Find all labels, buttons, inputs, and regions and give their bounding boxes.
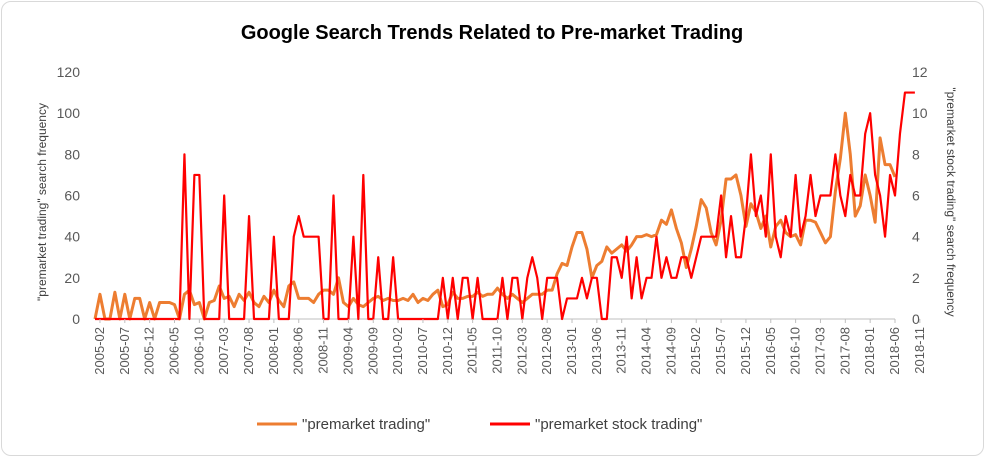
legend-label-premarket-stock-trading: "premarket stock trading" [535, 416, 702, 433]
x-tick-label: 2005-07 [117, 327, 132, 375]
x-tick-label: 2017-08 [837, 327, 852, 375]
x-tick-label: 2008-11 [316, 327, 331, 374]
x-tick-label: 2015-02 [688, 327, 703, 375]
x-tick-label: 2010-07 [415, 327, 430, 375]
chart-title: Google Search Trends Related to Pre-mark… [241, 22, 743, 44]
x-tick-label: 2016-05 [763, 327, 778, 375]
x-tick-label: 2013-06 [589, 327, 604, 375]
y-left-axis-title: "premarket trading" search frequency [35, 103, 49, 301]
x-tick-label: 2017-03 [812, 327, 827, 375]
y-right-tick-label: 10 [912, 105, 928, 121]
y-left-tick-label: 20 [64, 270, 80, 286]
x-tick-label: 2006-05 [167, 327, 182, 375]
x-tick-label: 2005-02 [92, 327, 107, 375]
x-tick-label: 2008-06 [291, 327, 306, 375]
x-tick-label: 2015-07 [713, 327, 728, 375]
x-tick-label: 2009-09 [365, 327, 380, 375]
x-tick-label: 2013-01 [564, 327, 579, 375]
x-tick-label: 2018-06 [887, 327, 902, 375]
legend: "premarket trading" "premarket stock tra… [257, 416, 702, 433]
x-tick-label: 2012-03 [514, 327, 529, 375]
y-right-tick-labels: 0 2 4 6 8 10 12 [912, 64, 928, 327]
x-tick-label: 2010-02 [390, 327, 405, 375]
y-left-tick-label: 100 [57, 105, 81, 121]
x-tick-label: 2015-12 [738, 327, 753, 375]
y-right-tick-label: 8 [912, 146, 920, 162]
x-tick-label: 2016-10 [788, 327, 803, 375]
x-tick-label: 2014-04 [639, 327, 654, 375]
y-right-tick-label: 6 [912, 188, 920, 204]
y-right-tick-label: 12 [912, 64, 928, 80]
x-tick-label: 2011-10 [489, 327, 504, 374]
legend-label-premarket-trading: "premarket trading" [302, 416, 430, 433]
x-tick-label: 2011-05 [465, 327, 480, 374]
y-left-tick-label: 120 [57, 64, 81, 80]
y-left-tick-label: 60 [64, 188, 80, 204]
x-tick-label: 2007-08 [241, 327, 256, 375]
x-tick-label: 2007-03 [216, 327, 231, 375]
y-left-tick-label: 40 [64, 229, 80, 245]
x-tick-label: 2006-10 [191, 327, 206, 375]
x-tick-label: 2018-01 [862, 327, 877, 375]
plot-area [93, 91, 915, 321]
y-right-axis-title: "premarket stock trading" search frequen… [944, 87, 958, 316]
y-right-tick-label: 4 [912, 229, 920, 245]
x-tick-label: 2008-01 [266, 327, 281, 375]
x-tick-label: 2012-08 [539, 327, 554, 375]
x-tick-label: 2013-11 [614, 327, 629, 374]
x-tick-label: 2014-09 [663, 327, 678, 375]
x-tick-label: 2010-12 [440, 327, 455, 375]
x-tick-labels: 2005-02 2005-07 2005-12 2006-05 2006-10 2007-… [92, 319, 927, 375]
y-right-tick-label: 2 [912, 270, 920, 286]
x-tick-label: 2005-12 [142, 327, 157, 375]
y-left-tick-label: 80 [64, 146, 80, 162]
y-left-tick-labels: 0 20 40 60 80 100 120 [57, 64, 81, 327]
x-tick-label: 2009-04 [340, 327, 355, 375]
y-right-tick-label: 0 [912, 311, 920, 327]
series-line-premarket-stock-trading [95, 91, 915, 321]
y-left-tick-label: 0 [72, 311, 80, 327]
x-tick-label: 2018-11 [912, 327, 927, 374]
